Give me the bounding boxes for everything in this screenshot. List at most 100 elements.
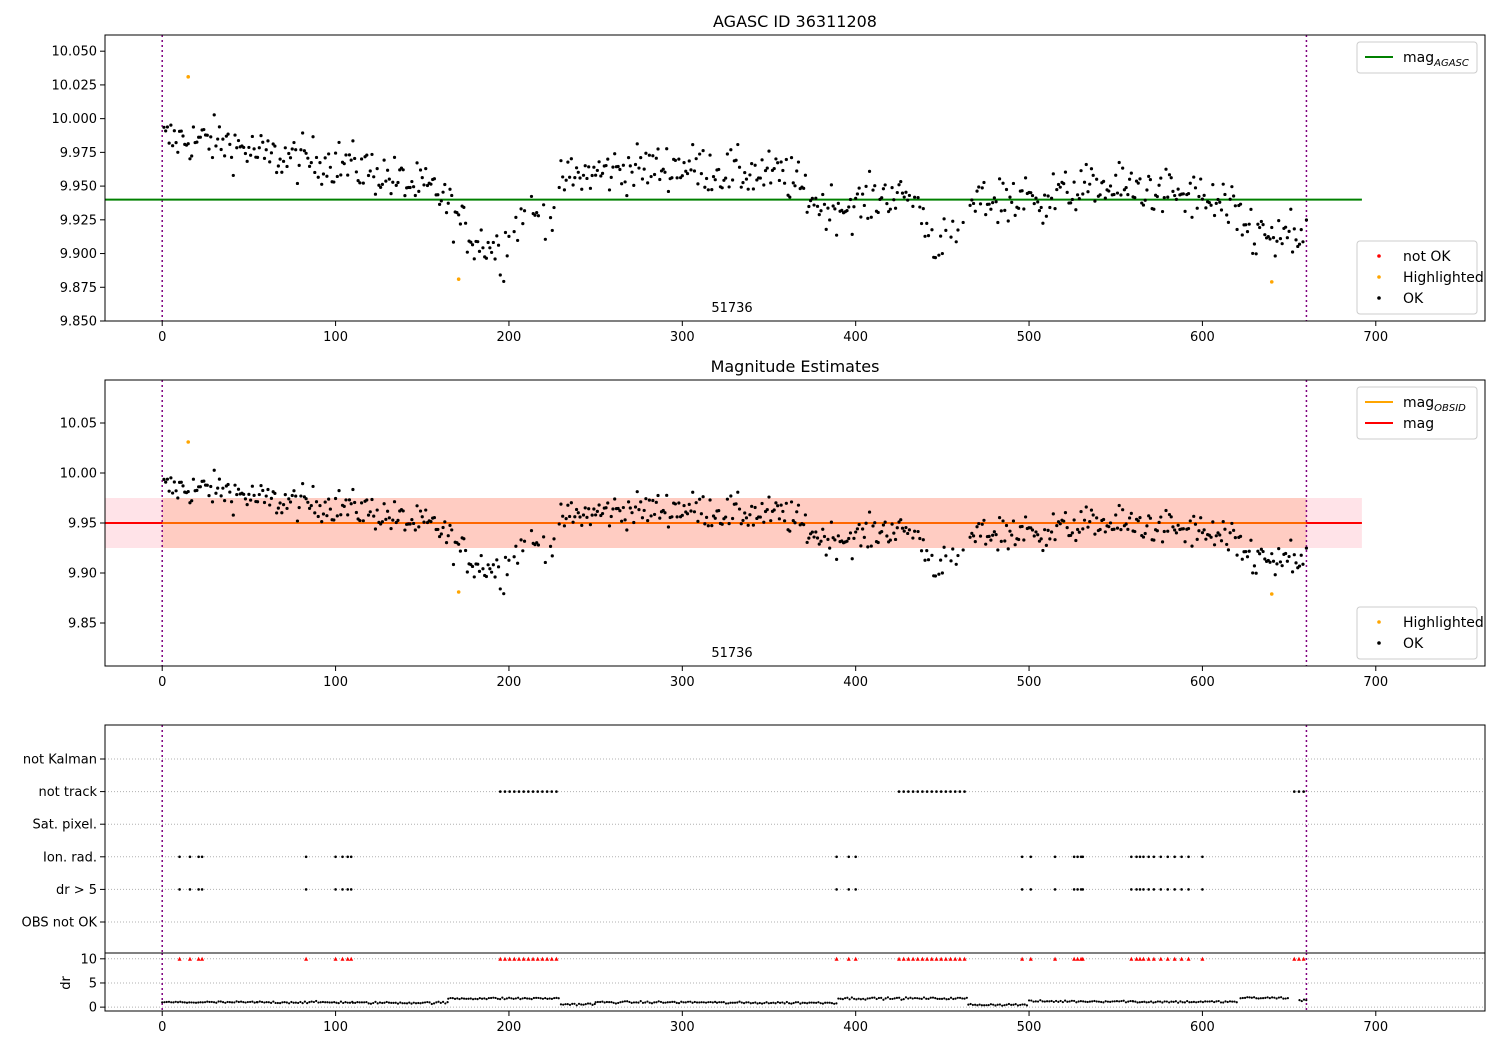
dr-point <box>333 1000 336 1004</box>
mag-ok-point <box>514 544 518 548</box>
dr-point <box>846 996 849 999</box>
panel-dr-axes <box>105 953 1485 1011</box>
mag-ok-point <box>913 529 917 533</box>
dr-clipped-marker <box>906 956 911 961</box>
agasc-ok-point <box>987 202 991 206</box>
agasc-ok-point <box>897 183 901 187</box>
dr-point <box>715 1001 719 1004</box>
dr-point <box>989 1003 993 1006</box>
agasc-ok-point <box>295 181 300 186</box>
dr-point <box>738 1000 741 1003</box>
dr-point <box>954 997 957 1000</box>
mag-ok-point <box>942 545 946 549</box>
mag-ok-point <box>401 509 405 513</box>
agasc-ok-point <box>1082 180 1087 184</box>
dr-point <box>421 1001 424 1004</box>
agasc-ok-point <box>625 193 629 198</box>
mag-ok-point <box>635 490 639 494</box>
dr-point <box>1275 997 1278 1000</box>
dr-point <box>1106 1000 1110 1003</box>
dr-point <box>541 997 545 1000</box>
dr-point <box>698 1001 701 1004</box>
agasc-ok-point <box>1141 203 1146 207</box>
dr-point <box>1086 1000 1089 1004</box>
dr-point <box>1143 1000 1146 1003</box>
mag-ok-point <box>320 520 324 524</box>
agasc-ok-point <box>335 174 339 179</box>
mag-ytick-label: 10.05 <box>60 417 97 432</box>
dr-point <box>630 1001 633 1004</box>
dr-clipped-marker <box>853 956 858 961</box>
dr-point <box>456 997 459 1000</box>
dr-point <box>835 1002 838 1005</box>
dr-point <box>1235 1001 1238 1004</box>
agasc-ok-point <box>774 157 778 161</box>
dr-point <box>492 996 495 999</box>
mag-ok-point <box>692 510 697 514</box>
agasc-ok-point <box>516 238 520 243</box>
agasc-ok-point <box>893 206 898 210</box>
dr-point <box>978 1003 981 1006</box>
mag-ok-point <box>1029 526 1033 530</box>
agasc-ok-point <box>229 155 234 159</box>
mag-ok-point <box>1070 531 1074 535</box>
dr-point <box>792 1001 795 1005</box>
mag-ok-point <box>1117 503 1121 508</box>
mag-ok-point <box>498 587 502 591</box>
mag-ok-point <box>727 522 731 526</box>
agasc-ok-point <box>970 198 974 202</box>
flag-point <box>555 790 558 793</box>
mag-ok-point <box>930 553 934 557</box>
mag-ok-point <box>275 511 279 515</box>
agasc-ok-point <box>1001 181 1005 185</box>
agasc-ok-point <box>725 152 729 156</box>
dr-point <box>523 996 526 1000</box>
dr-ytick-label: 5 <box>89 976 97 991</box>
mag-legend-label: OK <box>1403 636 1424 652</box>
dr-point <box>539 997 542 1000</box>
mag-ok-point <box>689 509 693 513</box>
mag-xtick-label: 100 <box>323 675 348 690</box>
mag-ok-point <box>835 557 839 561</box>
mag-legend-swatch <box>1377 620 1381 624</box>
agasc-ok-point <box>784 157 788 162</box>
mag-ok-point <box>210 500 215 504</box>
dr-clipped-marker <box>929 956 934 961</box>
agasc-ok-point <box>476 240 480 244</box>
dr-point <box>483 997 486 1000</box>
dr-point <box>1277 996 1280 999</box>
dr-point <box>381 1001 384 1005</box>
agasc-ok-point <box>994 200 998 204</box>
dr-point <box>512 997 515 1001</box>
dr-point <box>476 998 479 1001</box>
agasc-ok-point <box>961 220 965 225</box>
mag-ok-point <box>1304 546 1309 550</box>
agasc-ok-point <box>689 168 693 172</box>
mag-ok-point <box>285 506 289 511</box>
dr-point <box>718 1001 721 1004</box>
agasc-ok-point <box>675 176 679 180</box>
agasc-ok-point <box>867 169 872 173</box>
agasc-ok-point <box>191 125 196 129</box>
dr-point <box>785 1000 788 1004</box>
agasc-ok-point <box>1081 192 1085 196</box>
flag-point <box>1081 855 1085 859</box>
mag-ok-point <box>779 503 783 507</box>
agasc-ok-point <box>1244 223 1248 227</box>
dr-point <box>790 1002 793 1005</box>
agasc-ok-point <box>737 165 742 169</box>
dr-point <box>907 997 910 1000</box>
mag-ok-point <box>1095 516 1099 520</box>
flag-point <box>921 790 924 793</box>
dr-point <box>226 1000 229 1004</box>
dr-point <box>1192 1000 1196 1003</box>
agasc-ok-point <box>255 155 260 159</box>
agasc-ok-point <box>411 185 416 189</box>
agasc-ok-point <box>1232 194 1236 198</box>
dr-point <box>983 1004 986 1007</box>
dr-point <box>319 1001 322 1004</box>
mag-ok-point <box>410 518 414 522</box>
dr-point <box>487 996 490 1000</box>
dr-point <box>929 996 932 999</box>
dr-point <box>559 1003 563 1006</box>
